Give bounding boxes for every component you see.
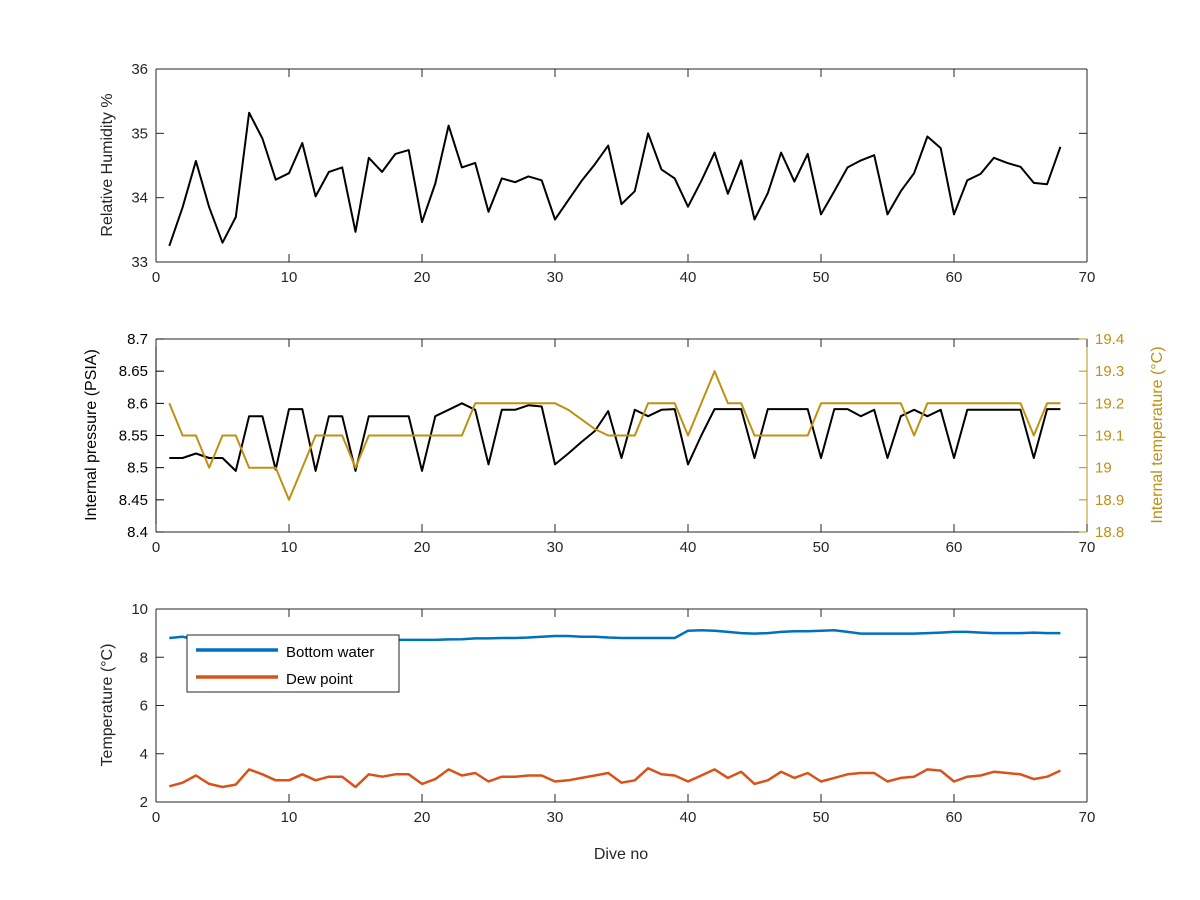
temperature-y-tick-label: 10 <box>131 601 148 618</box>
temperature-series-line-1 <box>168 766 1061 789</box>
temperature-x-tick-label: 50 <box>813 809 830 826</box>
pressure_temperature-y-tick-label: 8.55 <box>119 428 148 445</box>
temperature-x-tick-label: 60 <box>946 809 963 826</box>
temperature-x-axis-label: Dive no <box>594 846 648 863</box>
legend-label-bottom-water: Bottom water <box>286 644 374 661</box>
pressure_temperature-y-tick-label: 8.65 <box>119 363 148 380</box>
humidity-x-tick-label: 0 <box>152 269 160 286</box>
temperature-x-tick-label: 40 <box>680 809 697 826</box>
pressure_temperature-y2-tick-label: 19.4 <box>1095 331 1124 348</box>
humidity-x-tick-label: 40 <box>680 269 697 286</box>
temperature-y-tick-label: 8 <box>140 649 148 666</box>
humidity-x-tick-label: 50 <box>813 269 830 286</box>
humidity-x-tick-label: 60 <box>946 269 963 286</box>
humidity-x-tick-label: 20 <box>414 269 431 286</box>
humidity-panel: 0 10 20 30 40 50 60 70 33 34 35 36 Relative Humidit… <box>99 61 1095 286</box>
humidity-x-tick-label: 70 <box>1079 269 1096 286</box>
pressure_temperature-y2-tick-label: 18.8 <box>1095 524 1124 541</box>
legend: Bottom water Dew point <box>186 634 400 693</box>
humidity-y-tick-label: 33 <box>131 254 148 271</box>
pressure_temperature-x-tick-label: 70 <box>1079 539 1096 556</box>
pressure_temperature-x-tick-label: 40 <box>680 539 697 556</box>
humidity-y-tick-label: 36 <box>131 61 148 78</box>
legend-box <box>186 634 400 693</box>
humidity-x-tick-label: 30 <box>547 269 564 286</box>
temperature-x-tick-label: 0 <box>152 809 160 826</box>
pressure_temperature-x-tick-label: 50 <box>813 539 830 556</box>
internal-temperature-y-axis-label: Internal temperature (°C) <box>1149 346 1166 523</box>
pressure_temperature-series-line-1 <box>168 370 1061 501</box>
pressure_temperature-y2-tick-label: 19 <box>1095 460 1112 477</box>
pressure-temperature-panel: 0 10 20 30 40 50 60 70 8.4 8.45 8.5 8.55 8.6 8.65 8.7 1… <box>83 331 1166 556</box>
humidity-y-tick-label: 34 <box>131 190 148 207</box>
temperature-y-tick-label: 6 <box>140 698 148 715</box>
temperature-plot-area: 0 10 20 30 40 50 60 70 2 4 6 8 10 <box>131 601 1095 826</box>
pressure_temperature-x-tick-label: 20 <box>414 539 431 556</box>
temperature-x-tick-label: 20 <box>414 809 431 826</box>
temperature-x-tick-label: 10 <box>281 809 298 826</box>
humidity-y-tick-label: 35 <box>131 125 148 142</box>
humidity-series-line-0 <box>168 111 1062 247</box>
temperature-x-tick-label: 70 <box>1079 809 1096 826</box>
temperature-y-axis-label: Temperature (°C) <box>99 644 116 767</box>
temperature-x-tick-label: 30 <box>547 809 564 826</box>
pressure_temperature-y-tick-label: 8.4 <box>127 524 148 541</box>
humidity-plot-area: 0 10 20 30 40 50 60 70 33 34 35 36 <box>131 61 1095 286</box>
pressure_temperature-y2-tick-label: 18.9 <box>1095 492 1124 509</box>
temperature-panel: 0 10 20 30 40 50 60 70 2 4 6 8 10 Temperature (°C) D… <box>99 601 1095 863</box>
legend-label-dew-point: Dew point <box>286 671 354 688</box>
pressure_temperature-y-tick-label: 8.45 <box>119 492 148 509</box>
pressure_temperature-y2-tick-label: 19.3 <box>1095 363 1124 380</box>
pressure-temperature-plot-area: 0 10 20 30 40 50 60 70 8.4 8.45 8.5 8.55 8.6 8.65 8.7 1… <box>119 331 1124 556</box>
humidity-x-tick-label: 10 <box>281 269 298 286</box>
pressure-y-axis-label: Internal pressure (PSIA) <box>83 349 100 521</box>
pressure_temperature-y-tick-label: 8.7 <box>127 331 148 348</box>
pressure_temperature-x-tick-label: 30 <box>547 539 564 556</box>
humidity-y-axis-label: Relative Humidity % <box>99 93 116 236</box>
pressure_temperature-y-tick-label: 8.5 <box>127 460 148 477</box>
pressure_temperature-x-tick-label: 0 <box>152 539 160 556</box>
pressure_temperature-x-tick-label: 10 <box>281 539 298 556</box>
pressure_temperature-y2-tick-label: 19.1 <box>1095 428 1124 445</box>
temperature-y-tick-label: 4 <box>140 746 148 763</box>
pressure_temperature-y-tick-label: 8.6 <box>127 395 148 412</box>
pressure_temperature-x-tick-label: 60 <box>946 539 963 556</box>
pressure_temperature-y2-tick-label: 19.2 <box>1095 395 1124 412</box>
temperature-y-tick-label: 2 <box>140 794 148 811</box>
